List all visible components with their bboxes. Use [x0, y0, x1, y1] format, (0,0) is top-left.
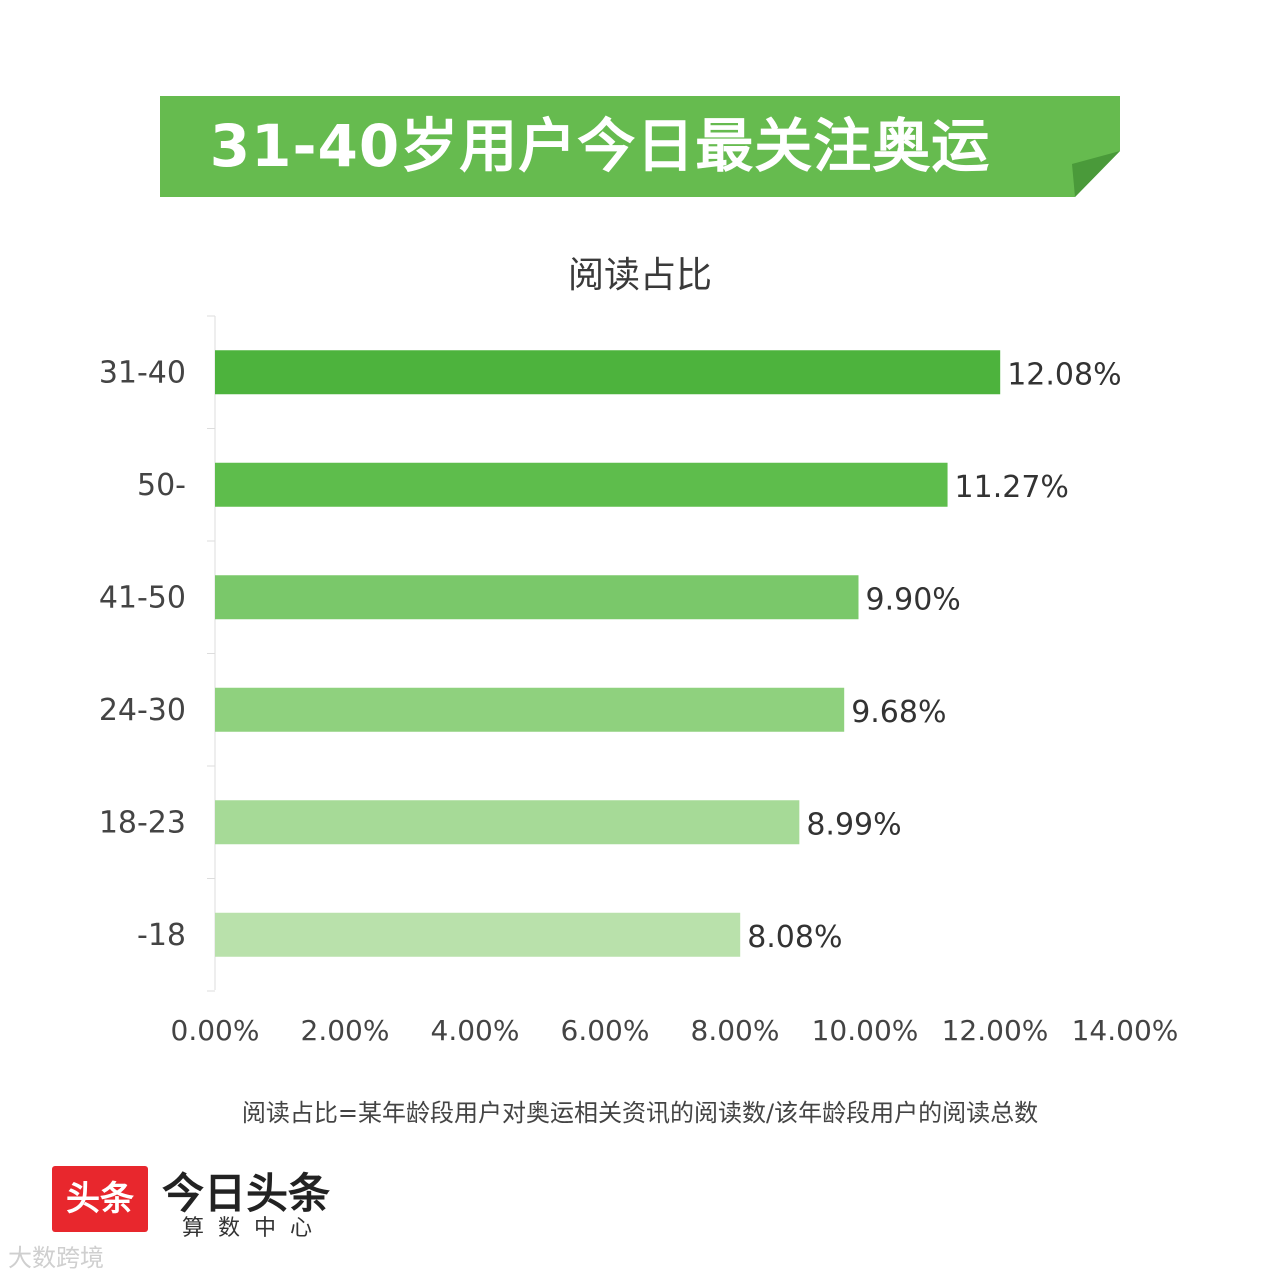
bar-41-50	[215, 575, 859, 620]
title-banner: 31-40岁用户今日最关注奥运	[160, 96, 1120, 197]
x-tick-label: 4.00%	[431, 1014, 520, 1047]
category-label: -18	[137, 918, 186, 953]
toutiao-logo-text: 头条	[66, 1179, 134, 1219]
bar--18	[215, 912, 741, 957]
category-label: 18-23	[99, 805, 186, 840]
brand-name: 今日头条	[162, 1169, 331, 1218]
x-tick-label: 0.00%	[171, 1014, 260, 1047]
footnote: 阅读占比=某年龄段用户对奥运相关资讯的阅读数/该年龄段用户的阅读总数	[241, 1099, 1039, 1127]
banner-ribbon-shape	[160, 96, 1120, 197]
x-tick-label: 8.00%	[691, 1014, 780, 1047]
bar-50-	[215, 462, 948, 507]
bar-18-23	[215, 800, 800, 845]
value-label: 12.08%	[1007, 357, 1121, 392]
banner-title: 31-40岁用户今日最关注奥运	[209, 112, 991, 180]
bar-24-30	[215, 687, 845, 732]
category-label: 50-	[137, 468, 186, 503]
bar-chart: 31-40 12.08% 50- 11.27% 41-50 9.90% 24-30 9.68%…	[99, 315, 1179, 1047]
x-tick-label: 14.00%	[1072, 1014, 1179, 1047]
category-label: 41-50	[99, 580, 186, 615]
category-label: 24-30	[99, 693, 186, 728]
value-label: 9.90%	[866, 582, 961, 617]
x-tick-label: 10.00%	[812, 1014, 919, 1047]
bar-31-40	[215, 350, 1001, 395]
x-tick-label: 6.00%	[561, 1014, 650, 1047]
x-tick-label: 12.00%	[942, 1014, 1049, 1047]
category-label: 31-40	[99, 355, 186, 390]
value-label: 9.68%	[851, 695, 946, 730]
x-tick-label: 2.00%	[301, 1014, 390, 1047]
brand-subtitle: 算数中心	[182, 1216, 327, 1241]
value-label: 11.27%	[955, 470, 1069, 505]
toutiao-logo-box: 头条	[52, 1166, 148, 1232]
chart-title: 阅读占比	[567, 255, 712, 296]
watermark: 大数跨境	[8, 1244, 104, 1272]
value-label: 8.99%	[806, 807, 901, 842]
value-label: 8.08%	[747, 920, 842, 955]
